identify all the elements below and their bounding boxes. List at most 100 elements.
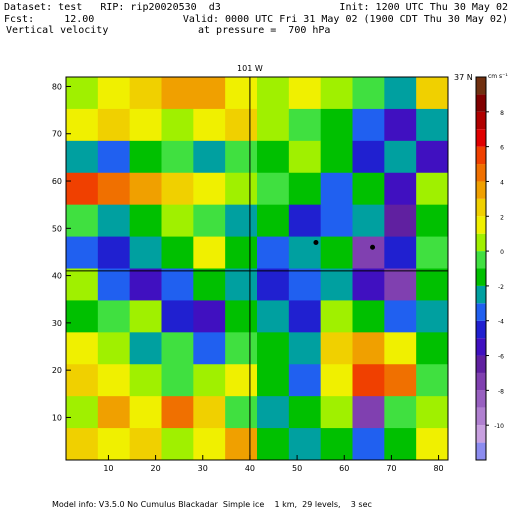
field-cell [66,108,99,142]
field-cell [66,204,99,238]
y-tick-label: 40 [52,272,62,281]
x-tick-label: 80 [433,464,443,473]
field-cell [257,140,290,174]
field-cell [416,108,449,142]
y-tick-label: 30 [52,319,62,328]
field-cell [193,108,226,142]
colorbar-band [476,303,486,321]
colorbar-label: cm s⁻¹ [488,73,508,80]
dataset: Dataset: test RIP: rip20020530 d3 [4,2,221,13]
field-cell [416,268,449,301]
field-cell [225,204,258,238]
field-cell [97,204,131,238]
colorbar-band [476,233,486,252]
field-cell [161,364,194,397]
field-cell [320,77,353,110]
x-tick-label: 30 [198,464,208,473]
colorbar-band [476,372,486,391]
field-cell [416,236,449,269]
field-cell [66,364,99,397]
field-cell [161,140,194,174]
field-cell [129,364,162,397]
field-cell [352,268,385,301]
footer: Model info: V3.5.0 No Cumulus Blackadar … [52,500,372,509]
field-cell [384,300,417,333]
field-cell [320,204,353,238]
field-cell [416,77,449,110]
field-cell [66,236,99,269]
field-cell [352,364,385,397]
colorbar-band [476,425,486,443]
field-cell [320,364,353,397]
field-cell [320,108,353,142]
colorbar-tick-label: -2 [498,284,504,291]
parallel-label: 37 N [454,73,473,82]
field-cell [193,204,226,238]
field-cell [66,172,99,206]
valid: Valid: 0000 UTC Fri 31 May 02 (1900 CDT … [183,14,508,25]
field-cell [257,108,290,142]
field-cell [352,140,385,174]
field-cell [352,396,385,429]
colorbar-band [476,320,486,339]
x-tick-label: 40 [245,464,255,473]
field-cell [352,77,385,110]
point [370,244,376,250]
field-cell [288,396,322,429]
colorbar-band [476,268,486,286]
field-cell [384,77,417,110]
colorbar-band [476,216,486,234]
y-tick-label: 20 [52,366,62,375]
field-cell [193,236,226,269]
y-tick-label: 60 [52,177,62,186]
level: at pressure = 700 hPa [198,25,330,36]
field-cell [288,140,322,174]
y-tick-label: 50 [52,224,62,233]
field-cell [161,204,194,238]
y-tick-label: 80 [52,82,62,91]
field-cell [320,172,353,206]
field-cell [161,300,194,333]
field-cell [257,236,290,269]
field-cell [225,332,258,365]
field-cell [384,364,417,397]
field-cell [129,108,162,142]
field-cell [161,332,194,365]
colorbar-band [476,77,486,95]
field-cell [161,428,194,461]
field: Vertical velocity [6,25,108,36]
field-cell [257,332,290,365]
field-cell [288,268,322,301]
field-cell [288,364,322,397]
field-cell [320,428,353,461]
field-cell [257,268,290,301]
field-cell [384,204,417,238]
field-cell [416,364,449,397]
field-cell [97,172,131,206]
field-cell [66,77,99,110]
field-cell [97,300,131,333]
field-cell [384,396,417,429]
field-cell [225,108,258,142]
field-cell [225,300,258,333]
field-cell [97,332,131,365]
field-cell [97,364,131,397]
field-cell [320,236,353,269]
field-cell [193,300,226,333]
field-cell [288,428,322,461]
x-tick-label: 50 [292,464,302,473]
field-cell [66,332,99,365]
field-cell [97,396,131,429]
field-cell [66,140,99,174]
colorbar-tick-label: 6 [500,145,504,152]
field-cell [384,268,417,301]
field-cell [416,332,449,365]
field-cell [352,172,385,206]
field-cell [161,236,194,269]
field-cell [129,332,162,365]
field-cell [288,172,322,206]
field-cell [193,428,226,461]
field-cell [288,77,322,110]
colorbar-tick-label: 8 [500,110,504,117]
field-cell [257,77,290,110]
